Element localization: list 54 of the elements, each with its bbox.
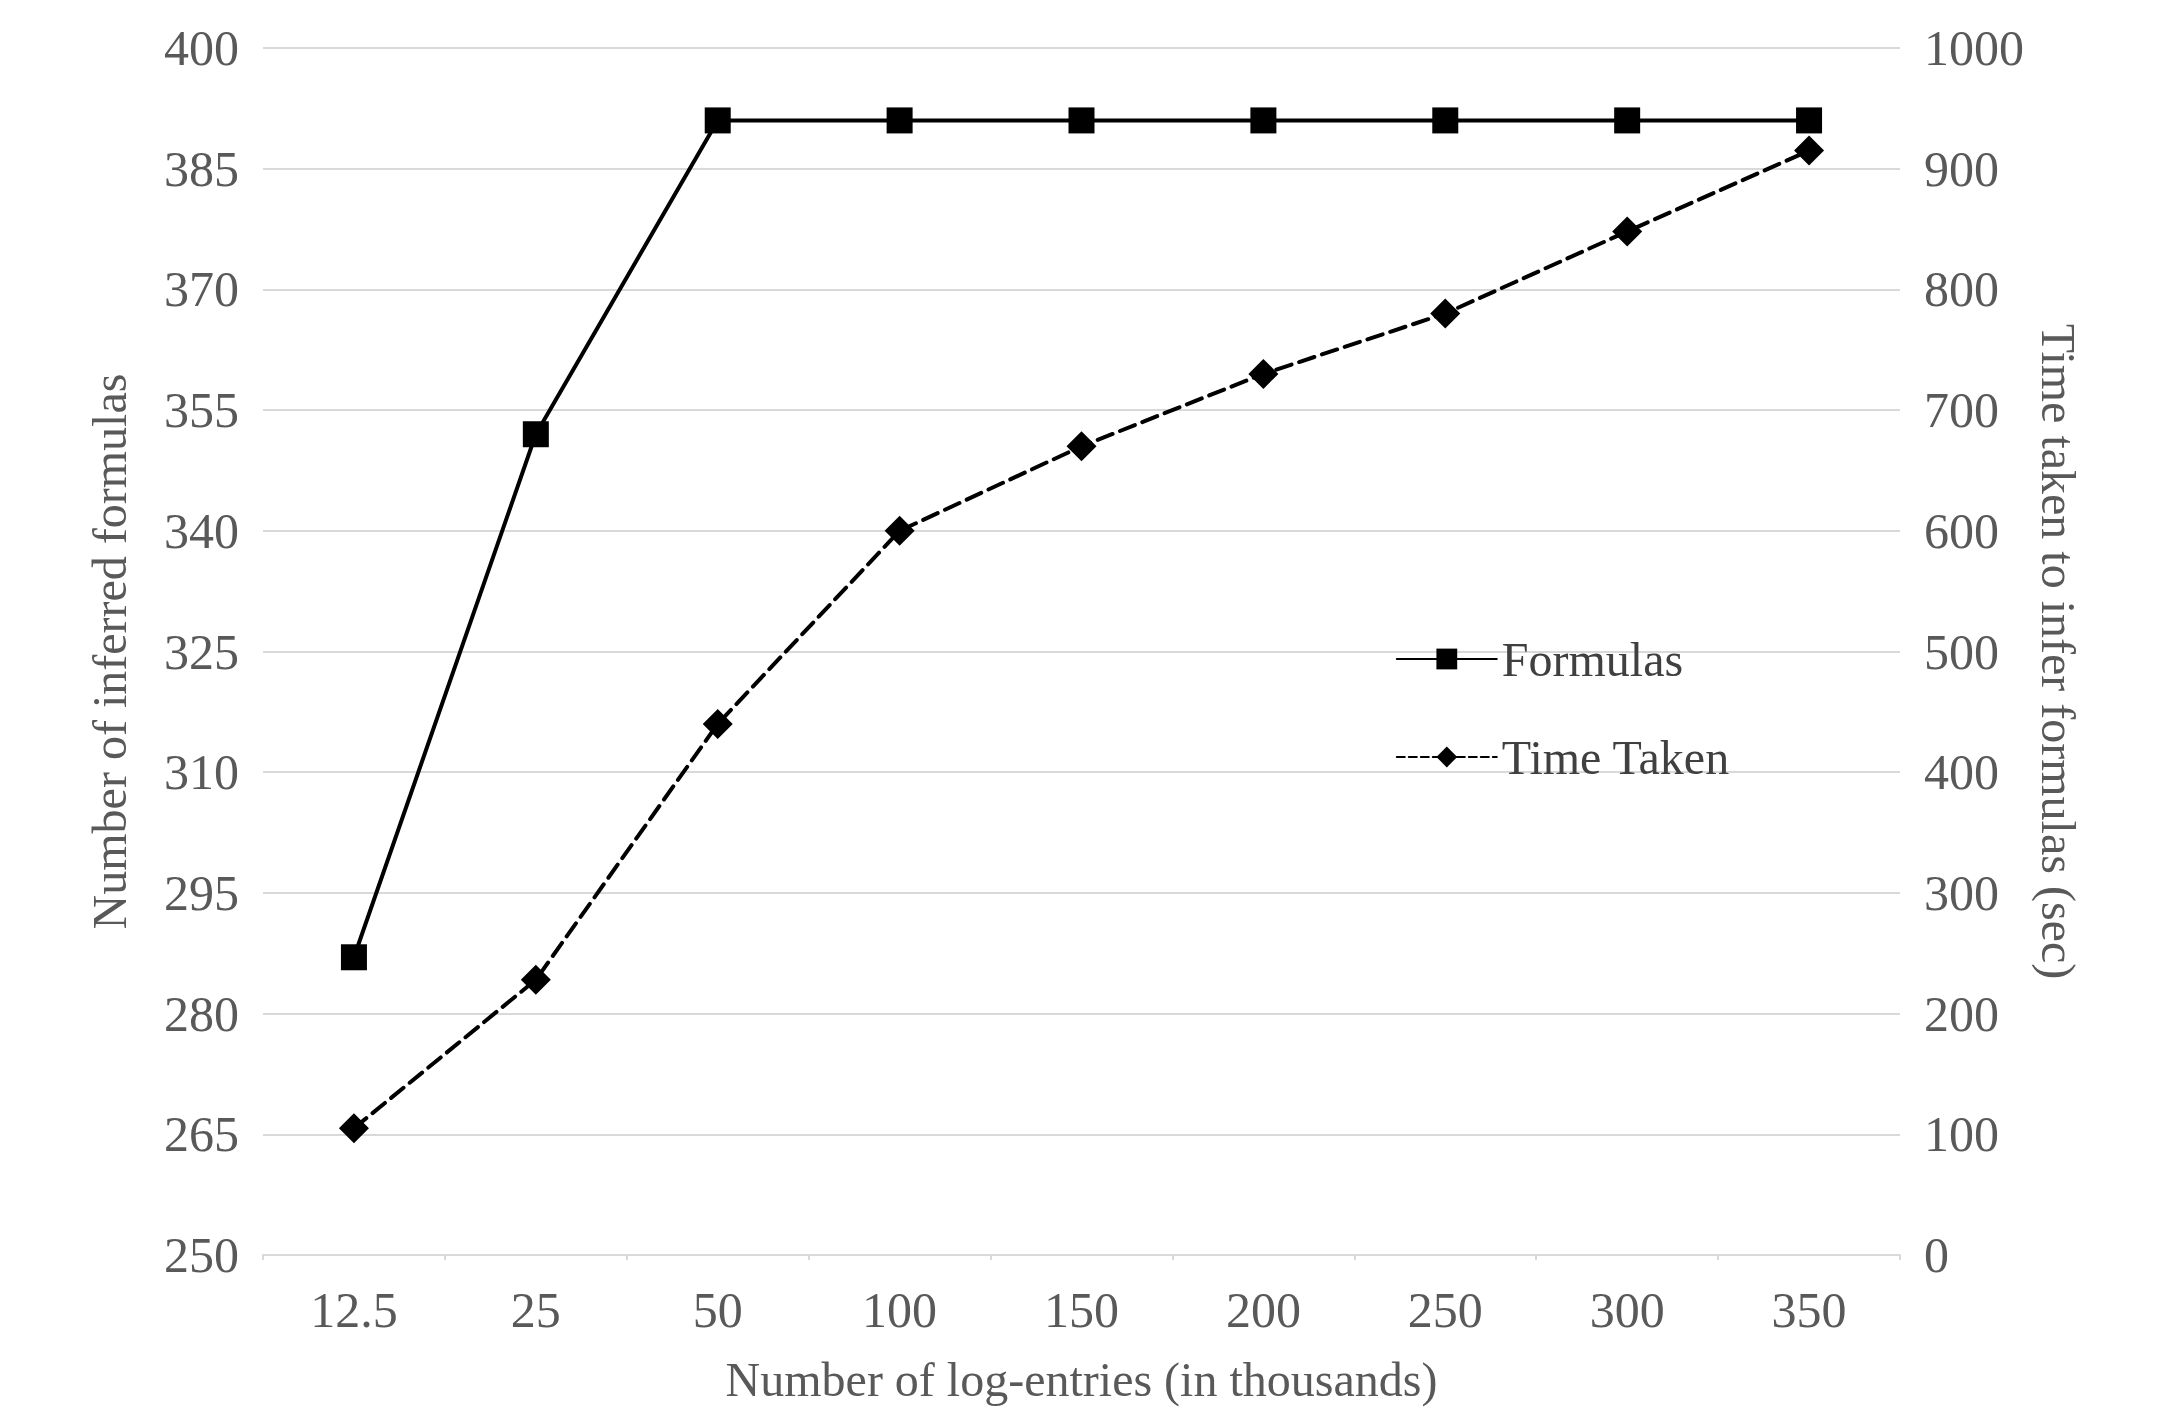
- y-tick-label: 265: [164, 1106, 239, 1163]
- y2-tick-label: 100: [1924, 1106, 1999, 1163]
- y-tick-label: 385: [164, 140, 239, 197]
- x-tick-label: 25: [510, 1282, 561, 1338]
- y-tick-label: 340: [164, 502, 239, 559]
- point: [886, 107, 913, 134]
- point: [1068, 107, 1095, 134]
- x-tick-label: 300: [1589, 1282, 1665, 1338]
- point: [1430, 298, 1461, 329]
- x-tick-label: 150: [1044, 1282, 1119, 1338]
- point: [520, 964, 551, 995]
- y2-tick-label: 700: [1924, 382, 1999, 439]
- point: [340, 944, 367, 971]
- y2-tick-label: 800: [1924, 261, 1999, 318]
- x-tick-label: 200: [1225, 1282, 1301, 1338]
- y-tick-label: 400: [164, 20, 239, 76]
- y-tick-label: 310: [164, 744, 239, 801]
- point: [1612, 216, 1643, 247]
- point: [522, 421, 549, 448]
- point: [338, 1113, 369, 1144]
- y-tick-label: 325: [164, 623, 239, 680]
- legend-label: Formulas: [1501, 632, 1684, 686]
- point: [1248, 358, 1279, 389]
- x-tick-label: 250: [1407, 1282, 1483, 1338]
- y-axis-title: Number of inferred formulas: [82, 373, 136, 930]
- point: [1796, 107, 1823, 134]
- x-tick-label: 100: [862, 1282, 938, 1338]
- point: [1250, 107, 1277, 134]
- y2-tick-label: 1000: [1924, 20, 2024, 76]
- y-tick-label: 370: [164, 261, 239, 318]
- point: [884, 515, 915, 546]
- point: [1614, 107, 1641, 134]
- y-tick-label: 295: [164, 864, 239, 921]
- y2-tick-label: 200: [1924, 985, 1999, 1042]
- y-tick-label: 280: [164, 985, 239, 1042]
- y2-tick-label: 500: [1924, 623, 1999, 680]
- x-tick-label: 50: [692, 1282, 743, 1338]
- point: [704, 107, 731, 134]
- y-tick-label: 250: [164, 1227, 239, 1283]
- point: [702, 708, 733, 739]
- point: [1432, 107, 1459, 134]
- y-tick-label: 355: [164, 382, 239, 439]
- legend-label: Time Taken: [1501, 730, 1730, 784]
- point: [1066, 431, 1097, 462]
- y2-tick-label: 400: [1924, 744, 1999, 801]
- y2-tick-label: 0: [1924, 1227, 1949, 1283]
- y2-axis-title: Time taken to infer formulas (sec): [2031, 323, 2086, 980]
- y2-tick-label: 900: [1924, 140, 1999, 197]
- point: [1794, 135, 1825, 166]
- x-tick-label: 12.5: [310, 1282, 398, 1338]
- y2-tick-label: 600: [1924, 502, 1999, 559]
- x-axis-title: Number of log-entries (in thousands): [725, 1352, 1438, 1407]
- y2-tick-label: 300: [1924, 864, 1999, 921]
- x-tick-label: 350: [1771, 1282, 1847, 1338]
